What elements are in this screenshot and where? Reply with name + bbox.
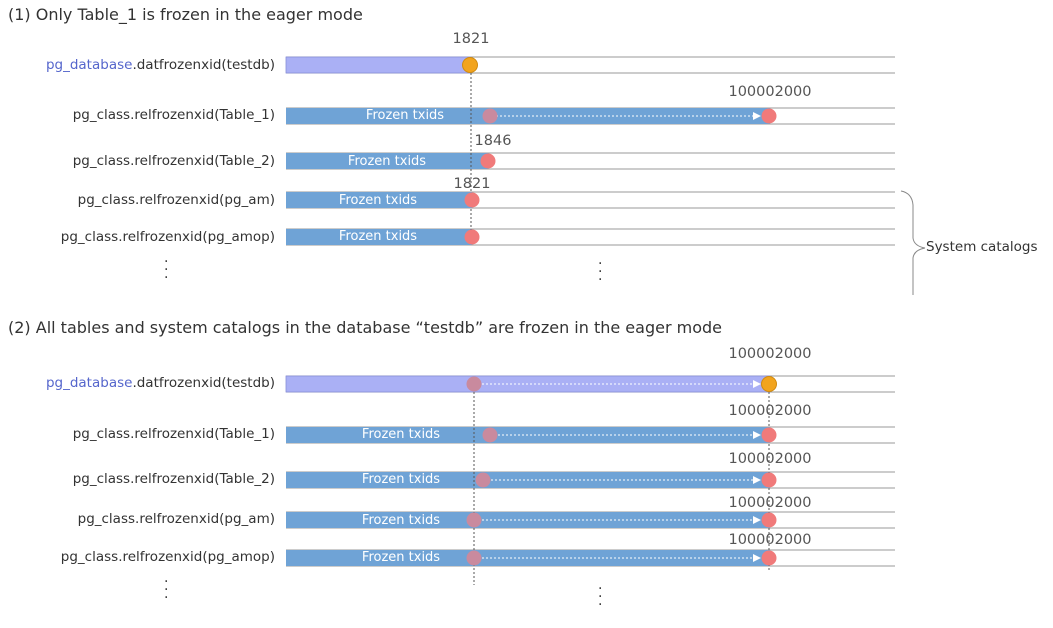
s1-pgam-label: pg_class.relfrozenxid(pg_am) [77,192,275,208]
s1-table2-xid: 1846 [474,133,512,149]
s1-pgamop-bar [286,229,472,245]
s2-table2-xid: 100002000 [728,451,812,467]
s2-pgam-xid: 100002000 [728,495,812,511]
s2-db-label: pg_database.datfrozenxid(testdb) [46,375,275,391]
s2-pgam-old-marker [466,512,482,528]
section1-title: (1) Only Table_1 is frozen in the eager … [8,5,363,24]
s1-table2-bar [286,153,488,169]
s1-table2-marker [480,153,496,169]
s2-db-marker [761,376,777,392]
s2-db-old-marker [466,376,482,392]
s2-table1-label: pg_class.relfrozenxid(Table_1) [72,426,275,442]
s1-brace-label: System catalogs [926,239,1038,255]
s2-table2-old-marker [475,472,491,488]
s1-db-bar [285,56,471,74]
s1-db-label-prefix: pg_database [45,57,133,73]
s2-table1-bar-text: Frozen txids [361,427,441,442]
s2-table2-marker [761,472,777,488]
s2-db-label-prefix: pg_database [45,375,133,391]
s1-brace [900,190,926,295]
s1-table1-marker [761,108,777,124]
s2-pgam-bar-text: Frozen txids [361,513,441,528]
s1-table1-bar-text: Frozen txids [365,108,445,123]
s1-table2-bar-text: Frozen txids [347,154,427,169]
s2-pgam-label: pg_class.relfrozenxid(pg_am) [77,511,275,527]
s1-pgamop-label: pg_class.relfrozenxid(pg_amop) [60,229,275,245]
s2-pgamop-label: pg_class.relfrozenxid(pg_amop) [60,549,275,565]
s2-pgam-marker [761,512,777,528]
s2-pgamop-marker [761,550,777,566]
s2-table2-label: pg_class.relfrozenxid(Table_2) [72,471,275,487]
s1-db-marker [462,57,478,73]
s1-db-label: pg_database.datfrozenxid(testdb) [46,57,275,73]
s2-table1-old-marker [482,427,498,443]
s2-center-ellipsis: · · · [598,581,603,613]
s2-pgamop-bar-text: Frozen txids [361,550,441,565]
s2-pgamop-old-marker [466,550,482,566]
s1-pgamop-marker [464,229,480,245]
s2-table1-xid: 100002000 [728,403,812,419]
s2-table1-marker [761,427,777,443]
s1-center-ellipsis: · · · [598,256,603,288]
s1-pgam-xid: 1821 [453,176,491,192]
s1-pgam-bar [286,192,472,208]
s1-pgam-marker [464,192,480,208]
s2-left-ellipsis: · · · [164,574,169,606]
s1-pgamop-bar-text: Frozen txids [338,229,418,244]
s1-table2-label: pg_class.relfrozenxid(Table_2) [72,153,275,169]
s2-pgamop-xid: 100002000 [728,532,812,548]
s1-db-xid: 1821 [452,31,490,47]
s2-table2-bar-text: Frozen txids [361,472,441,487]
section2-title: (2) All tables and system catalogs in th… [8,318,722,337]
s1-left-ellipsis: · · · [164,254,169,286]
s2-db-xid: 100002000 [728,346,812,362]
s1-table1-xid: 100002000 [728,84,812,100]
s1-table1-old-marker [482,108,498,124]
s1-pgam-bar-text: Frozen txids [338,193,418,208]
s1-table1-label: pg_class.relfrozenxid(Table_1) [72,107,275,123]
s2-db-label-rest: .datfrozenxid(testdb) [132,375,275,391]
s1-db-label-rest: .datfrozenxid(testdb) [132,57,275,73]
